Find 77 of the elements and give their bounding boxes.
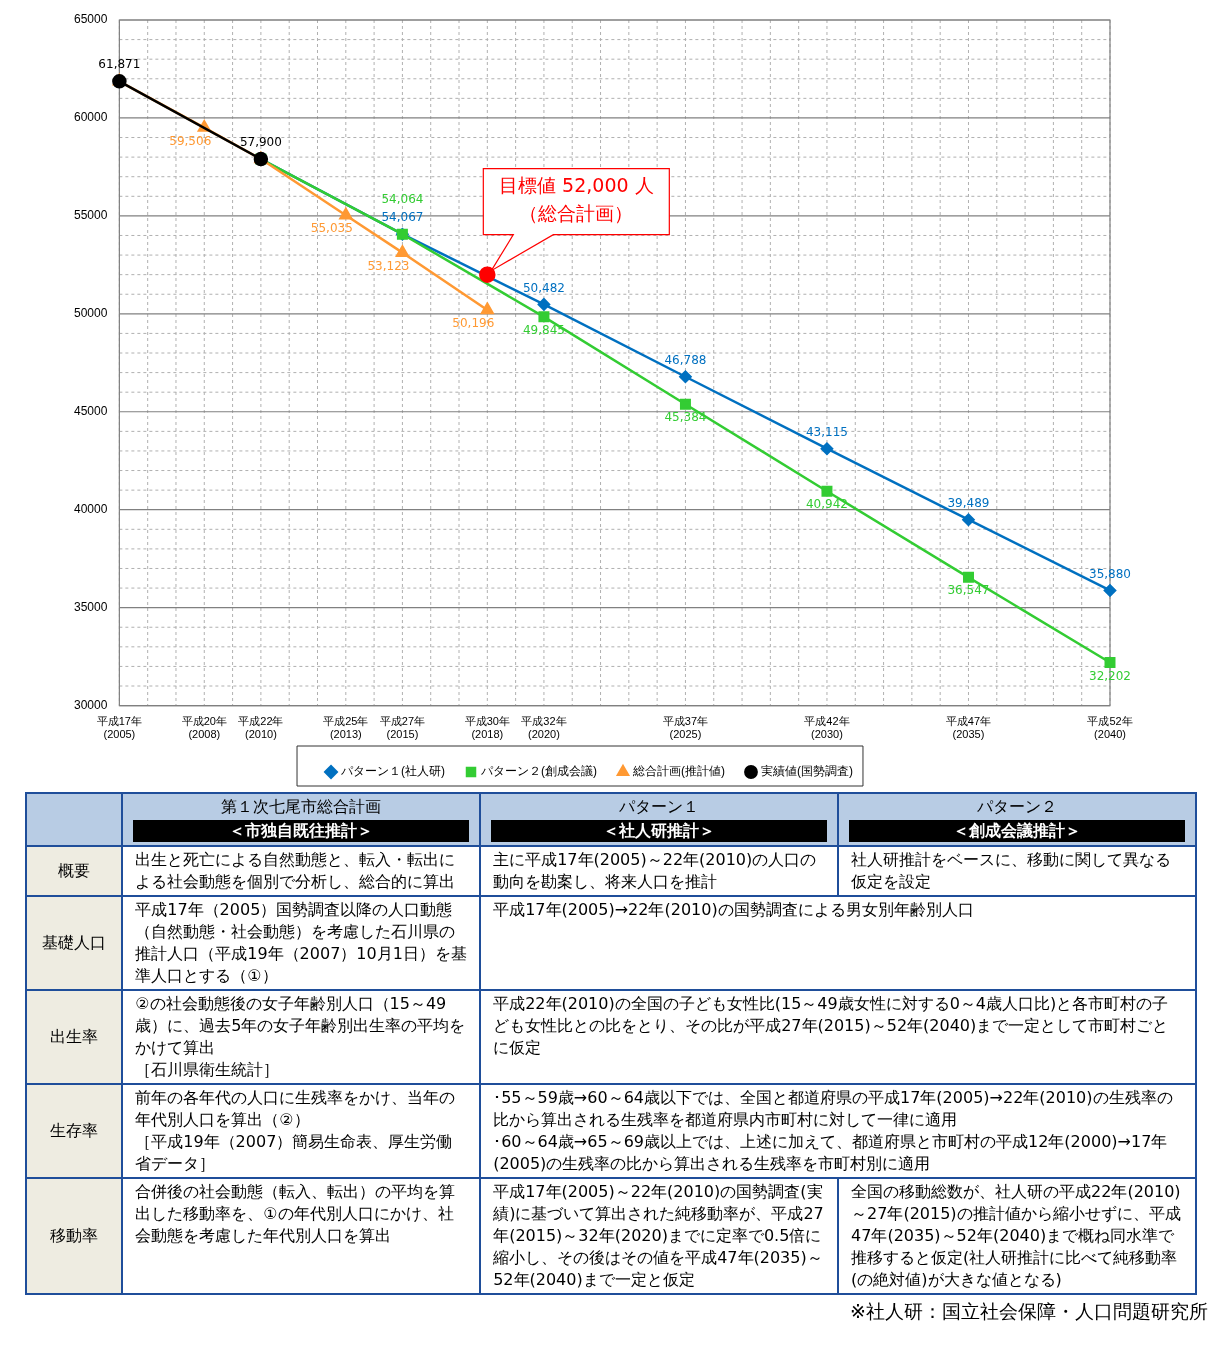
legend-label: パターン２(創成会議) [480,764,598,779]
legend-label: パターン１(社人研) [340,764,446,779]
y-tick-label: 50000 [73,306,108,321]
annotation: 目標値 52,000 人（総合計画） [499,173,654,224]
x-tick-label: 平成25年(2013) [323,715,369,741]
text: ②の社会動態後の女子年齢別人口（15～49歳）に、過去5年の女子年齢別出生率の平均をかけて算出［石川県衛生統計］ [135,993,467,1081]
data-label: 32,202 [1089,668,1131,683]
point [480,302,494,315]
data-label: 46,788 [664,352,707,367]
point [538,311,550,323]
point [479,266,496,283]
text: 平成17年(2005)→22年(2010)の国勢調査による男女別年齢別人口 [493,899,975,921]
data-label: 55,035 [310,221,353,236]
y-tick-label: 45000 [73,404,108,419]
data-label: 36,547 [947,583,990,598]
point [679,370,692,383]
data-label: 59,506 [169,133,212,148]
point [1104,656,1116,668]
data-label: 61,871 [98,57,141,72]
y-tick-label: 65000 [73,12,108,27]
data-label: 50,482 [522,280,565,295]
y-tick-label: 35000 [73,599,108,614]
data-label: 57,900 [239,135,282,150]
x-tick-label: 平成47年(2035) [945,715,992,741]
data-label: 40,942 [805,497,848,512]
text: 生存率 [49,1120,100,1142]
x-tick-label: 平成20年(2008) [181,715,227,741]
text: ･55～59歳→60～64歳以下では、全国と都道府県の平成17年(2005)→22年(2010)の生残率の比から算出される生残率を都道府県内市町村に対して一律に適用･60～64歳→65～69歳以上では、上述に加えて、都道府県と市町村の平成12年(2000)→17年(2005)の生残率の比から算出される生残率を市町村別に適用 [493,1087,1174,1175]
point [339,207,353,220]
data-label: 45,384 [664,410,707,425]
point [395,245,409,257]
point [820,442,834,455]
data-label: 53,123 [367,258,410,273]
data-label: 49,845 [522,322,565,337]
x-tick-label: 平成42年(2030) [804,715,850,741]
legend-label: 実績値(国勢調査) [760,764,853,779]
y-tick-label: 55000 [73,208,108,223]
y-tick-label: 30000 [73,697,108,712]
point [679,398,691,410]
data-label: 35,880 [1089,566,1131,581]
point [962,571,974,583]
text: 平成22年(2010)の全国の子ども女性比(15～49歳女性に対する0～4歳人口比)と各市町村の子ども女性比との比をとり、その比が平成27年(2015)～52年(2040)まで一定として市町村ごとに仮定 [493,993,1170,1059]
text: 移動率 [49,1225,100,1247]
text: 平成17年(2005)～22年(2010)の国勢調査(実績)に基づいて算出された純移動率が、平成27年(2015)～32年(2020)までに定率で0.5倍に縮小し、その後はその値を平成47年(2035)～52年(2040)まで一定と仮定 [493,1181,825,1291]
x-tick-label: 平成17年(2005) [96,715,142,741]
point [821,485,833,497]
legend-label: 総合計画(推計値) [632,764,725,779]
data-label: 54,064 [381,192,424,207]
text: 前年の各年代の人口に生残率をかけ、当年の年代別人口を算出（②）［平成19年（2007）簡易生命表、厚生労働省データ］ [135,1087,457,1175]
text: 主に平成17年(2005)～22年(2010)の人口の動向を勘案し、将来人口を推計 [493,849,818,893]
y-tick-label: 40000 [73,502,108,517]
text: 出生率 [49,1026,100,1048]
text: 出生と死亡による自然動態と、転入・転出による社会動態を個別で分析し、総合的に算出 [135,849,457,893]
x-tick-label: 平成52年(2040) [1087,715,1133,741]
x-tick-label: 平成32年(2020) [521,715,567,741]
data-label: 54,067 [381,210,424,225]
x-tick-label: 平成27年(2015) [379,715,426,741]
text: パターン１＜社人研推計＞ [602,796,717,842]
data-label: 50,196 [452,316,495,331]
x-tick-label: 平成30年(2018) [464,715,510,741]
text: 全国の移動総数が、社人研の平成22年(2010)～27年(2015)の推計値から縮小せずに、平成47年(2035)～52年(2040)まで概ね同水準で推移すると仮定(社人研推計に比べて純移動率(の絶対値)が大きな値となる) [851,1181,1182,1291]
text: 社人研推計をベースに、移動に関して異なる仮定を設定 [851,849,1173,893]
text: 合併後の社会動態（転入、転出）の平均を算出した移動率を、①の年代別人口にかけ、社会動態を考慮した年代別人口を算出 [135,1181,457,1247]
text: 概要 [57,860,92,882]
data-label: 39,489 [947,495,990,510]
point [962,513,975,526]
x-tick-label: 平成37年(2025) [662,715,709,741]
text: 平成17年（2005）国勢調査以降の人口動態（自然動態・社会動態）を考慮した石川県の推計人口（平成19年（2007）10月1日）を基準人口とする（①） [135,899,468,987]
text: パターン２＜創成会議推計＞ [952,796,1082,842]
y-tick-label: 60000 [73,110,108,125]
text: 基礎人口 [41,932,108,954]
x-tick-label: 平成22年(2010) [238,715,284,741]
text: ※社人研：国立社会保障・人口問題研究所 [849,1299,1208,1324]
data-label: 43,115 [805,424,848,439]
point [1103,584,1117,597]
point [537,298,551,311]
text: 第１次七尾市総合計画＜市独自既往推計＞ [220,796,383,842]
